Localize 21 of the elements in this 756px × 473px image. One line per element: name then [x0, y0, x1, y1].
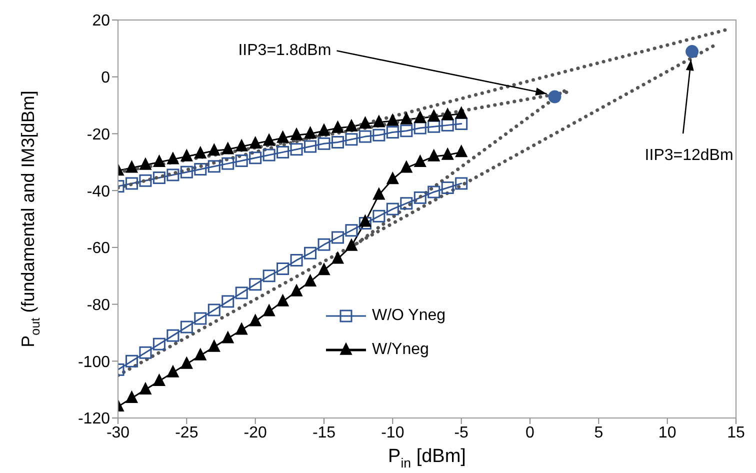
annotation: IIP3=1.8dBm [238, 42, 332, 59]
y-tick-label: 20 [92, 12, 110, 30]
y-tick-label: -100 [78, 354, 110, 371]
x-tick-label: -15 [312, 424, 336, 442]
legend-label: W/Yneg [372, 341, 429, 358]
y-tick-label: -40 [86, 183, 110, 200]
y-tick-label: -20 [86, 126, 110, 144]
legend-label: W/O Yneg [372, 307, 446, 324]
y-tick-label: -80 [86, 296, 110, 314]
x-tick-label: -25 [175, 424, 198, 442]
x-tick-label: -5 [454, 424, 469, 442]
x-tick-label: 15 [727, 424, 745, 442]
x-tick-label: 0 [526, 424, 535, 442]
x-axis-title: P$_{in}$ [dBm] [388, 446, 466, 471]
x-tick-label: -10 [381, 424, 404, 442]
x-tick-label: 10 [658, 424, 676, 442]
y-tick-label: 0 [101, 70, 110, 87]
y-tick-label: -60 [86, 240, 110, 258]
x-tick-label: 5 [594, 424, 604, 442]
annotation: IIP3=12dBm [644, 146, 734, 164]
x-tick-label: -20 [244, 424, 267, 442]
